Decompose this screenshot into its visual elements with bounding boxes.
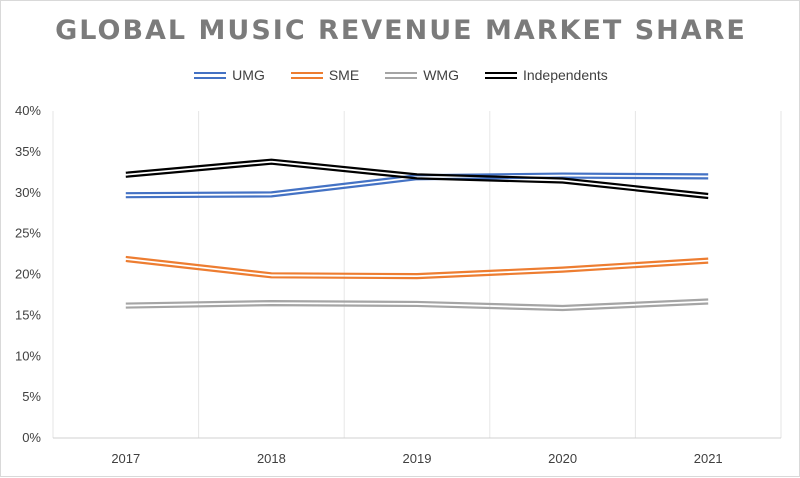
legend-item-wmg: WMG: [385, 67, 459, 83]
legend-swatch: [385, 71, 418, 79]
legend-label: SME: [328, 67, 360, 83]
series-line-sme: [125, 259, 709, 280]
chart-title: GLOBAL MUSIC REVENUE MARKET SHARE: [55, 15, 747, 46]
legend-label: WMG: [423, 67, 459, 83]
legend-swatch: [484, 71, 517, 79]
series-line-umg: [125, 172, 709, 195]
legend-item-sme: SME: [290, 67, 360, 83]
x-tick-label: 2019: [403, 451, 432, 466]
series-line-wmg: [125, 298, 709, 308]
x-tick-label: 2020: [548, 451, 577, 466]
y-tick-label: 25%: [15, 226, 41, 241]
legend-label: UMG: [232, 67, 265, 83]
series-line-independents: [125, 162, 709, 200]
y-tick-label: 5%: [22, 389, 41, 404]
legend-swatch: [290, 71, 323, 79]
legend: UMG SME WMG Independents: [1, 67, 800, 83]
y-tick-label: 40%: [15, 103, 41, 118]
x-tick-label: 2018: [257, 451, 286, 466]
y-tick-label: 15%: [15, 307, 41, 322]
legend-swatch: [194, 71, 227, 79]
series-line-sme: [125, 255, 709, 276]
series-line-umg: [125, 176, 709, 199]
legend-label: Independents: [522, 67, 608, 83]
y-tick-label: 20%: [15, 267, 41, 282]
series-line-independents: [125, 158, 709, 196]
y-tick-label: 30%: [15, 185, 41, 200]
x-tick-label: 2017: [111, 451, 140, 466]
y-tick-label: 0%: [22, 430, 41, 445]
x-tick-label: 2021: [694, 451, 723, 466]
series-line-wmg: [125, 302, 709, 312]
legend-item-umg: UMG: [194, 67, 265, 83]
y-tick-label: 10%: [15, 348, 41, 363]
legend-item-independents: Independents: [484, 67, 608, 83]
y-tick-label: 35%: [15, 144, 41, 159]
